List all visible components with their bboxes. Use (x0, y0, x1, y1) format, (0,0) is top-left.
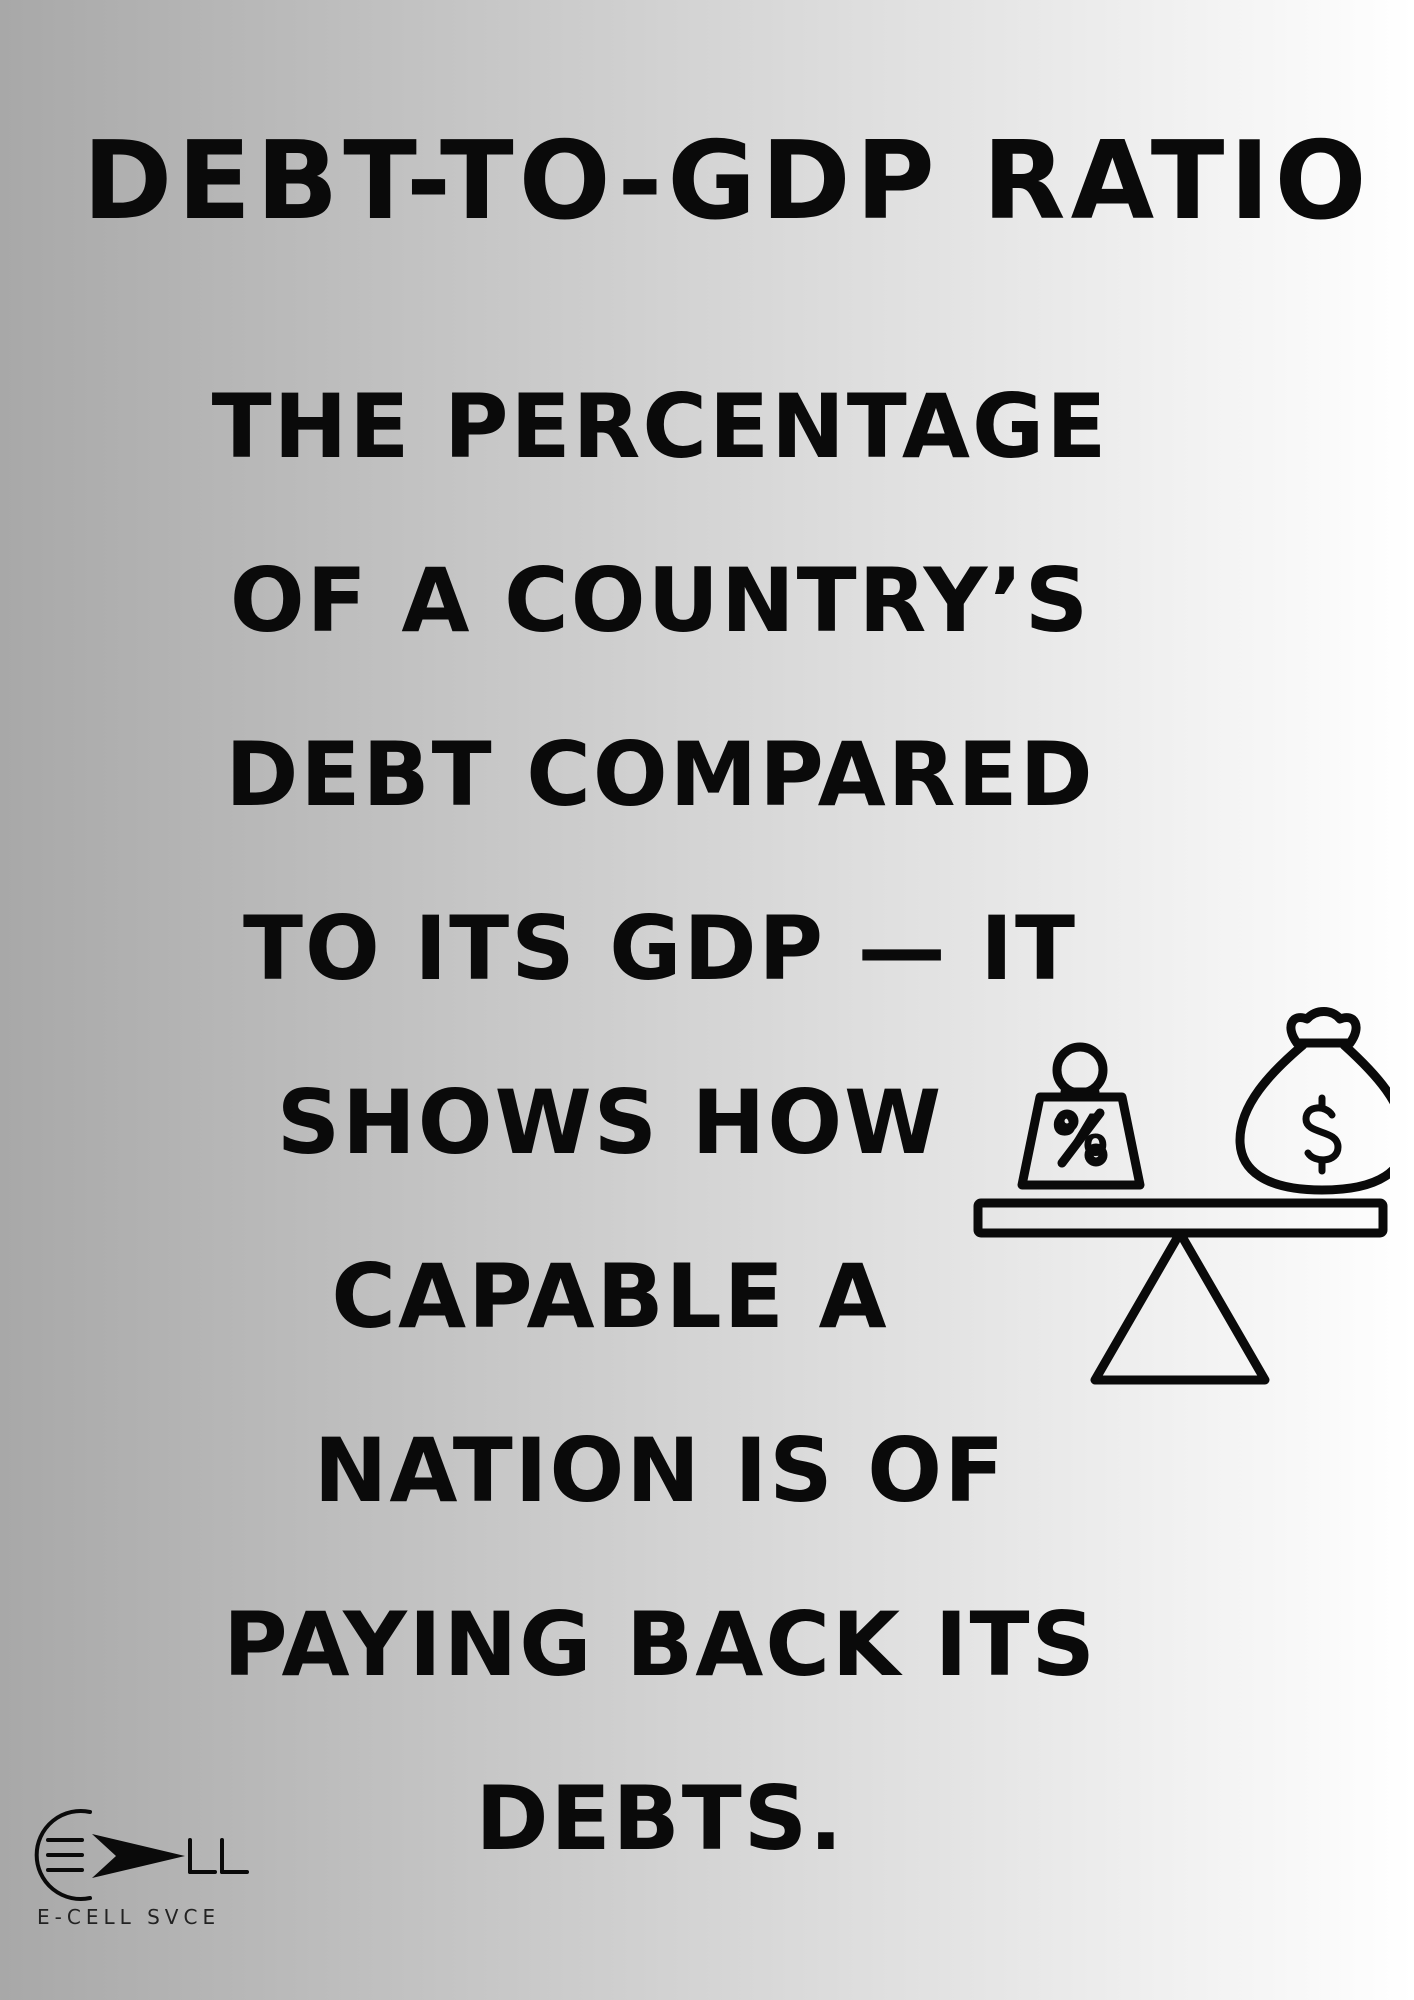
scale-fulcrum (1090, 1228, 1270, 1385)
ecell-arrow-logo-icon (34, 1809, 249, 1901)
percent-weight-icon (1017, 1042, 1145, 1190)
logo-caption: E-CELL SVCE (37, 1905, 221, 1929)
page-title: DEBT-TO-GDP RATIO (82, 119, 1372, 244)
definition-line: PAYING BACK ITS (223, 1593, 1097, 1696)
money-bag-icon (1235, 1007, 1390, 1195)
definition-text: THE PERCENTAGE OF A COUNTRY’S DEBT COMPA… (160, 340, 1160, 1906)
definition-line: CAPABLE A (331, 1245, 889, 1348)
definition-line: THE PERCENTAGE (211, 375, 1109, 478)
definition-line: DEBTS. (475, 1767, 845, 1870)
definition-line: NATION IS OF (313, 1419, 1007, 1522)
definition-line: SHOWS HOW (276, 1071, 944, 1174)
definition-line: OF A COUNTRY’S (229, 549, 1091, 652)
definition-line: TO ITS GDP — IT (242, 897, 1078, 1000)
scale-beam (973, 1198, 1388, 1238)
balance-scale-icon: % (973, 1007, 1390, 1385)
definition-line: DEBT COMPARED (225, 723, 1095, 826)
percent-symbol: % (1052, 1104, 1108, 1169)
